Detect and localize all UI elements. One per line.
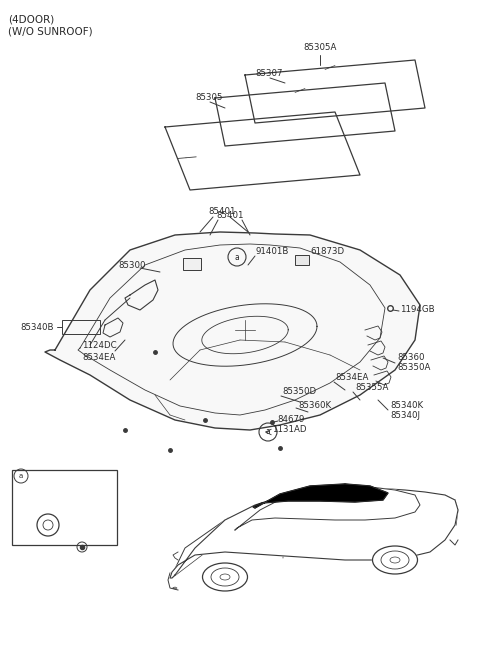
Text: 85360K: 85360K (298, 400, 331, 409)
Text: 85355A: 85355A (355, 383, 388, 392)
Text: 1131AD: 1131AD (272, 426, 307, 434)
Text: 85401: 85401 (208, 207, 236, 216)
Text: 85360: 85360 (397, 354, 424, 362)
Text: 85340B: 85340B (20, 324, 53, 332)
Text: 61873D: 61873D (310, 247, 344, 256)
Ellipse shape (372, 546, 418, 574)
Text: 85305: 85305 (195, 92, 223, 101)
Text: 85401: 85401 (216, 211, 244, 220)
Text: (4DOOR): (4DOOR) (8, 14, 54, 24)
Text: 85350A: 85350A (397, 364, 431, 373)
Polygon shape (253, 484, 388, 508)
Text: 1124DC: 1124DC (82, 341, 117, 349)
Text: a: a (235, 252, 240, 262)
Text: (W/O SUNROOF): (W/O SUNROOF) (8, 26, 93, 36)
FancyBboxPatch shape (295, 255, 309, 265)
Polygon shape (45, 232, 420, 430)
Text: 85340J: 85340J (390, 411, 420, 419)
Polygon shape (235, 486, 420, 530)
Text: 85300: 85300 (118, 260, 145, 269)
Text: 8534EA: 8534EA (82, 353, 115, 362)
Text: a: a (18, 478, 23, 487)
FancyBboxPatch shape (183, 258, 201, 270)
Ellipse shape (203, 563, 248, 591)
Text: 91401B: 91401B (256, 247, 289, 256)
Text: 85305A: 85305A (303, 44, 336, 52)
Text: a: a (265, 428, 270, 436)
Text: a: a (19, 473, 23, 479)
Text: 1194GB: 1194GB (400, 305, 434, 315)
Text: 85340K: 85340K (390, 400, 423, 409)
Text: 8534EA: 8534EA (335, 373, 368, 383)
Polygon shape (170, 488, 458, 578)
Text: 85307: 85307 (255, 69, 283, 78)
FancyBboxPatch shape (12, 470, 117, 545)
Text: 84679: 84679 (277, 415, 304, 424)
Text: 85350D: 85350D (282, 388, 316, 396)
